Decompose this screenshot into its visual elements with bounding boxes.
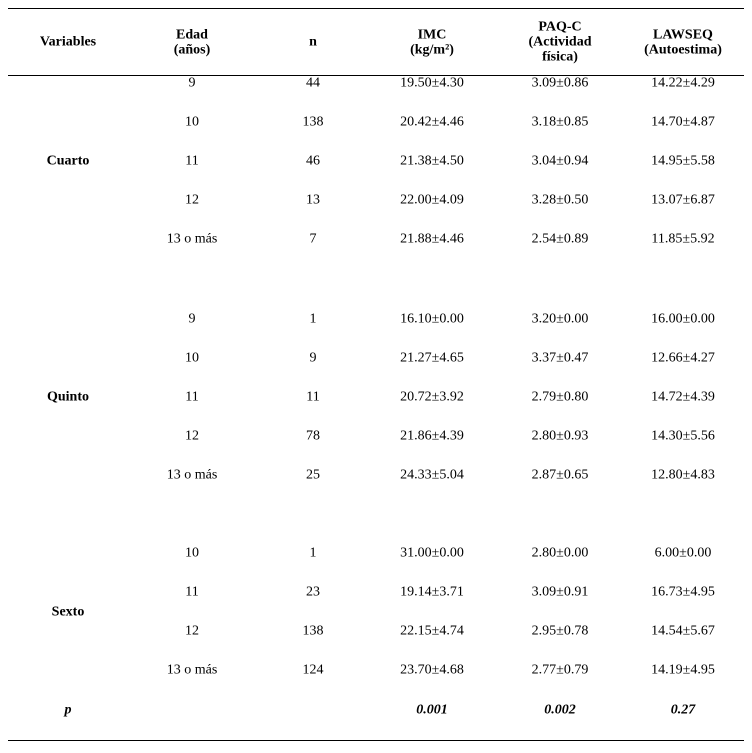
table-cell: 20.42±4.46	[400, 114, 464, 130]
table-cell: 12.66±4.27	[651, 350, 715, 366]
table-cell: 19.14±3.71	[400, 584, 464, 600]
table-cell: 22.00±4.09	[400, 192, 464, 208]
table-cell: 11.85±5.92	[651, 231, 715, 247]
table-cell: 14.54±5.67	[651, 623, 715, 639]
table-cell: 14.70±4.87	[651, 114, 715, 130]
table-cell: 9	[309, 350, 317, 366]
table-cell: 6.00±0.00	[654, 545, 712, 561]
table-cell: 20.72±3.92	[400, 389, 464, 405]
header-cell: IMC	[417, 27, 447, 42]
table-cell: 12	[185, 623, 199, 639]
table-cell: 3.09±0.91	[531, 584, 589, 600]
table-cell: 22.15±4.74	[400, 623, 464, 639]
table-cell: 44	[306, 75, 320, 91]
table-cell: 12	[185, 428, 199, 444]
group-label: Sexto	[51, 604, 85, 619]
table-cell: 138	[302, 114, 324, 130]
top-rule	[8, 8, 744, 9]
table-cell: 13	[306, 192, 320, 208]
table-cell: 24.33±5.04	[400, 467, 464, 483]
table-cell: 12.80±4.83	[651, 467, 715, 483]
table-cell: 2.87±0.65	[531, 467, 589, 483]
table-cell: 2.80±0.00	[531, 545, 589, 561]
table-cell: 13.07±6.87	[651, 192, 715, 208]
header-cell: Edad	[176, 27, 208, 42]
table-cell: 2.80±0.93	[531, 428, 589, 444]
table-cell: 9	[188, 75, 196, 91]
header-cell: (años)	[173, 42, 211, 57]
table-cell: 3.04±0.94	[531, 153, 589, 169]
p-value: 0.001	[416, 702, 448, 718]
group-label: Cuarto	[46, 153, 90, 169]
table-cell: 13 o más	[166, 231, 218, 247]
table-cell: 21.86±4.39	[400, 428, 464, 444]
table-cell: 3.28±0.50	[531, 192, 589, 208]
header-cell: (Autoestima)	[644, 42, 722, 57]
table-cell: 1	[309, 311, 317, 327]
table-cell: 21.27±4.65	[400, 350, 464, 366]
table-cell: 25	[306, 467, 320, 483]
table-cell: 10	[185, 350, 199, 366]
table-cell: 16.10±0.00	[400, 311, 464, 327]
table-cell: 124	[302, 662, 324, 678]
table-cell: 138	[302, 623, 324, 639]
table-cell: 23	[306, 584, 320, 600]
table-cell: 14.19±4.95	[651, 662, 715, 678]
header-cell: LAWSEQ	[653, 27, 713, 42]
header-cell: física)	[542, 49, 578, 65]
table-cell: 10	[185, 114, 199, 130]
table-cell: 3.37±0.47	[531, 350, 589, 366]
header-cell: n	[309, 34, 317, 50]
bottom-rule	[8, 740, 744, 741]
p-label: p	[64, 702, 72, 718]
table-cell: 21.38±4.50	[400, 153, 464, 169]
table-cell: 19.50±4.30	[400, 75, 464, 91]
table-cell: 16.00±0.00	[651, 311, 715, 327]
table-cell: 7	[309, 231, 317, 247]
table-cell: 10	[185, 545, 199, 561]
table-cell: 1	[309, 545, 317, 561]
table-cell: 78	[306, 428, 320, 444]
p-value: 0.27	[670, 702, 696, 718]
table-cell: 13 o más	[166, 467, 218, 483]
table-cell: 14.95±5.58	[651, 153, 715, 169]
table-cell: 12	[185, 192, 199, 208]
table-cell: 11	[185, 153, 199, 169]
header-cell: (Actividad	[528, 34, 592, 50]
header-cell: Variables	[39, 34, 97, 50]
header-rule	[8, 75, 744, 76]
table-cell: 11	[306, 389, 320, 405]
group-label: Quinto	[46, 389, 90, 405]
table-cell: 14.22±4.29	[651, 75, 715, 91]
table-cell: 3.20±0.00	[531, 311, 589, 327]
table-cell: 21.88±4.46	[400, 231, 464, 247]
table-cell: 31.00±0.00	[400, 545, 464, 561]
table-cell: 16.73±4.95	[651, 584, 715, 600]
p-value: 0.002	[544, 702, 576, 718]
table-cell: 9	[188, 311, 196, 327]
table-cell: 2.77±0.79	[531, 662, 589, 678]
table-cell: 14.30±5.56	[651, 428, 715, 444]
table-cell: 13 o más	[166, 662, 218, 678]
header-cell: (kg/m²)	[410, 42, 454, 57]
table-cell: 2.54±0.89	[531, 231, 589, 247]
table-cell: 23.70±4.68	[400, 662, 464, 678]
table-cell: 11	[185, 584, 199, 600]
table-cell: 46	[306, 153, 320, 169]
table-cell: 14.72±4.39	[651, 389, 715, 405]
header-cell: PAQ-C	[538, 19, 582, 35]
table-cell: 3.18±0.85	[531, 114, 589, 130]
table-cell: 3.09±0.86	[531, 75, 589, 91]
table-cell: 2.95±0.78	[531, 623, 589, 639]
table-cell: 2.79±0.80	[531, 389, 589, 405]
table-cell: 11	[185, 389, 199, 405]
